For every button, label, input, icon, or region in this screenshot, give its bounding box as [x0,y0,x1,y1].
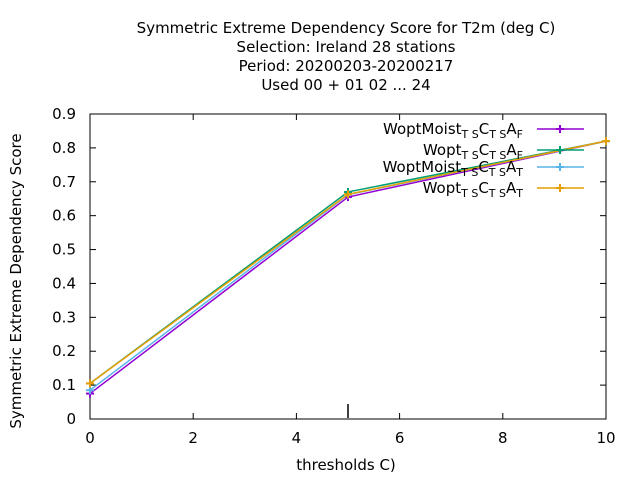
y-tick-label: 0.1 [52,376,76,394]
y-tick-label: 0 [66,410,76,428]
data-point [344,190,352,199]
x-axis: 0 2 4 6 8 10 [85,114,616,447]
series-line [89,140,607,385]
chart-title: Symmetric Extreme Dependency Score for T… [137,19,556,94]
series-2 [86,137,610,388]
y-axis: 0 0.1 0.2 0.3 0.4 0.5 0.6 0.7 0.8 0.9 [52,105,606,428]
legend-item-4: WoptT SCT SAT [423,179,584,200]
x-tick-label: 0 [85,429,95,447]
legend-item-1: WoptMoistT SCT SAF [383,120,584,141]
title-line-3: Period: 20200203-20200217 [239,57,454,75]
x-tick-label: 4 [292,429,302,447]
series-line [89,140,607,385]
legend-label: WoptMoistT SCT SAT [383,158,524,179]
title-line-4: Used 00 + 01 02 ... 24 [261,76,430,94]
x-axis-label: thresholds C) [296,456,396,474]
series-line [89,140,607,395]
legend-item-3: WoptMoistT SCT SAT [383,158,584,179]
x-tick-label: 8 [498,429,508,447]
title-line-2: Selection: Ireland 28 stations [237,38,456,56]
legend-label: WoptT SCT SAT [423,179,524,200]
plot-frame [89,113,607,420]
legend-label: WoptMoistT SCT SAF [383,120,523,141]
y-tick-label: 0.4 [52,274,76,292]
x-tick-label: 10 [596,429,615,447]
series-3 [86,137,610,395]
y-tick-label: 0.7 [52,173,76,191]
legend-label: WoptT SCT SAF [423,141,523,162]
data-point [86,386,94,395]
y-tick-label: 0.8 [52,139,76,157]
y-tick-label: 0.2 [52,342,76,360]
series-line [89,140,607,391]
x-tick-label: 2 [188,429,198,447]
y-axis-label: Symmetric Extreme Dependency Score [7,133,25,428]
series-1 [86,137,610,398]
y-tick-label: 0.3 [52,308,76,326]
y-tick-label: 0.9 [52,105,76,123]
series-4 [86,137,610,388]
data-point [86,379,94,388]
legend-item-2: WoptT SCT SAF [423,141,584,162]
data-point [602,137,610,146]
series-layer [86,137,610,398]
x-tick-label: 6 [395,429,405,447]
y-tick-label: 0.5 [52,241,76,259]
y-tick-label: 0.6 [52,207,76,225]
title-line-1: Symmetric Extreme Dependency Score for T… [137,19,556,37]
